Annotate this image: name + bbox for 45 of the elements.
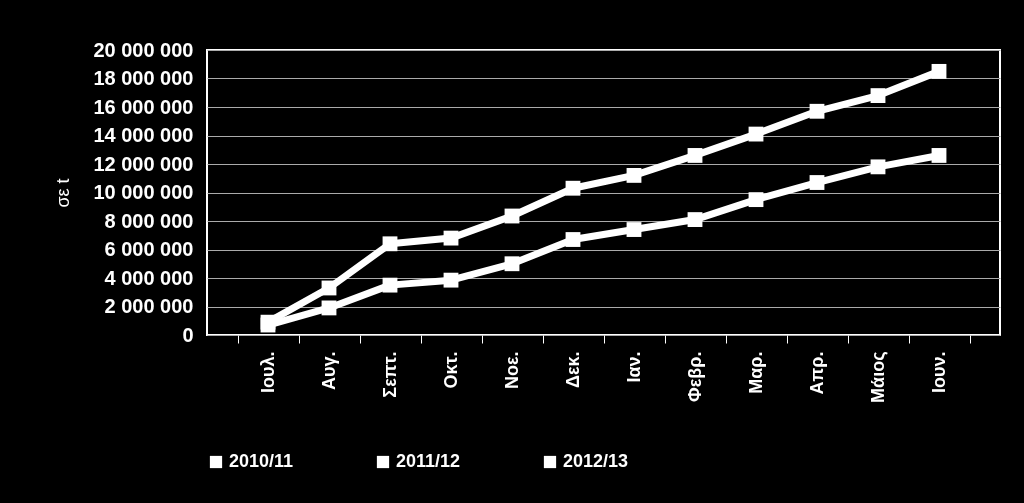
y-tick-label: 18 000 000 [93,67,194,89]
y-tick-label: 0 [182,323,194,346]
point [687,212,703,227]
point [565,180,581,196]
x-tick-label: Φεβρ. [684,351,705,402]
point [626,167,642,183]
point [931,63,947,79]
legend-label: 2011/12 [396,451,461,471]
point [687,148,703,163]
y-tick-label: 12 000 000 [93,152,194,175]
x-tick-label: Σεπτ. [379,351,400,398]
point [443,272,459,288]
x-tick-label: Ιουλ. [257,351,278,393]
y-tick-label: 4 000 000 [104,266,194,289]
point [870,88,886,104]
y-tick-label: 20 000 000 [93,38,194,61]
x-tick-label: Απρ. [806,351,827,395]
point [382,236,398,252]
point [504,256,520,272]
y-tick-label: 14 000 000 [93,124,194,146]
point [931,148,947,163]
x-tick-label: Ιαν. [623,351,644,383]
x-tick-label: Νοε. [501,351,522,390]
point [382,277,398,293]
point [626,222,642,237]
y-axis-title: σε t [53,178,74,208]
x-tick-label: Ιουν. [928,351,949,393]
y-tick-label: 16 000 000 [93,95,194,118]
point [748,192,764,208]
point [443,230,459,246]
point [870,159,886,175]
x-tick-label: Οκτ. [440,351,461,389]
x-tick-label: Μαρ. [745,351,766,394]
y-tick-label: 10 000 000 [93,181,194,203]
legend-label: 2012/13 [563,451,629,471]
x-tick-label: Αυγ. [318,351,339,390]
point [809,103,825,119]
legend-label: 2010/11 [229,451,294,471]
point [565,232,581,247]
y-tick-label: 2 000 000 [104,295,194,317]
x-tick-label: Δεκ. [562,351,583,389]
point [809,175,825,190]
x-tick-label: Μάιος [867,351,888,403]
y-tick-label: 8 000 000 [104,209,194,232]
y-tick-label: 6 000 000 [104,238,194,260]
